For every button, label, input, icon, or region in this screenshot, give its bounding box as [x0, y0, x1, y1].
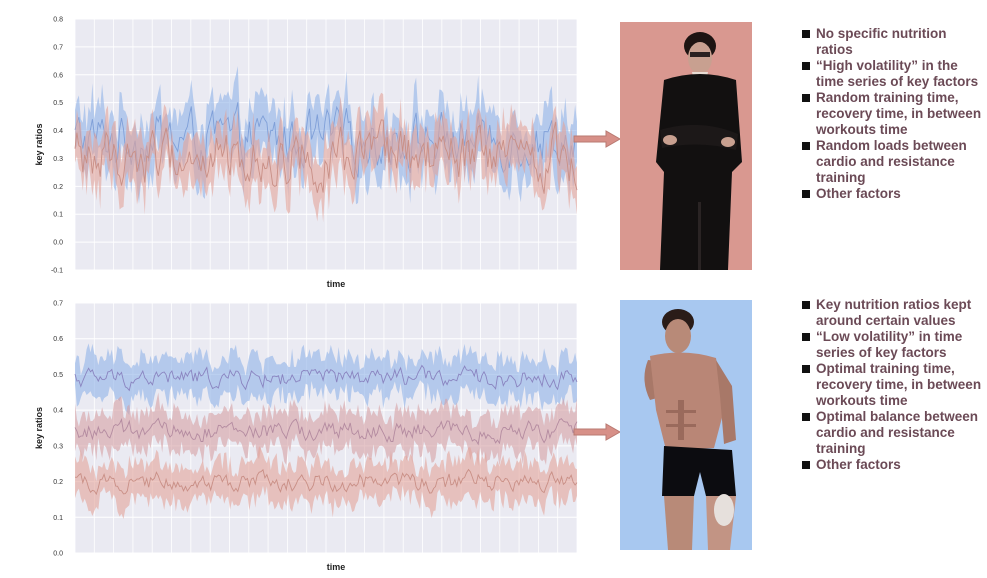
bullet-text: No specific nutrition ratios [816, 26, 947, 57]
y-tick-label: 0.6 [53, 72, 63, 79]
arrow-right-icon-top [573, 130, 622, 148]
shirtless-athlete-photo [620, 300, 752, 550]
bullet-item: “High volatility” in the time series of … [802, 58, 982, 90]
black-square-icon [802, 333, 810, 341]
y-tick-label: 0.4 [53, 408, 63, 415]
y-tick-label: 0.4 [53, 128, 63, 135]
black-square-icon [802, 190, 810, 198]
bullet-item: Optimal training time, recovery time, in… [802, 361, 982, 409]
black-square-icon [802, 365, 810, 373]
black-square-icon [802, 94, 810, 102]
y-tick-label: 0.1 [53, 515, 63, 522]
series-line [74, 119, 578, 194]
y-tick-label: 0.7 [53, 44, 63, 51]
x-axis-label: time [327, 279, 346, 289]
y-tick-label: 0.1 [53, 212, 63, 219]
y-tick-label: 0.0 [53, 551, 63, 558]
y-axis-label: key ratios [34, 123, 44, 165]
bullet-text: Random loads between cardio and resistan… [816, 138, 967, 185]
bullet-item: No specific nutrition ratios [802, 26, 982, 58]
y-tick-label: -0.1 [51, 268, 63, 275]
bottom-bullet-list: Key nutrition ratios kept around certain… [802, 297, 982, 473]
series-line [74, 468, 578, 496]
x-axis-label: time [327, 562, 346, 572]
bullet-text: “High volatility” in the time series of … [816, 58, 979, 89]
man-in-suit-illustration [620, 22, 752, 270]
bullet-text: Other factors [816, 457, 901, 472]
y-tick-label: 0.6 [53, 336, 63, 343]
series-line [74, 364, 578, 392]
chart-top: 0.8 0.7 0.6 0.5 0.4 0.3 0.2 0.1 0.0 -0.1 time key r… [30, 14, 580, 290]
series-band [75, 446, 577, 519]
bullet-text: Key nutrition ratios kept around certain… [816, 297, 972, 328]
bullet-item: Key nutrition ratios kept around certain… [802, 297, 982, 329]
bullet-item: Optimal balance between cardio and resis… [802, 409, 982, 457]
black-square-icon [802, 413, 810, 421]
chart-bottom-svg: 0.7 0.6 0.5 0.4 0.3 0.2 0.1 0.0 time key ratios [34, 301, 578, 572]
series-line [74, 102, 578, 178]
y-tick-label: 0.5 [53, 372, 63, 379]
series-band [75, 343, 577, 416]
series-band [75, 92, 577, 223]
bullet-item: “Low volatility” in time series of key f… [802, 329, 982, 361]
top-bullet-list: No specific nutrition ratios “High volat… [802, 26, 982, 202]
y-tick-label: 0.8 [53, 17, 63, 24]
black-square-icon [802, 62, 810, 70]
bullet-item: Other factors [802, 186, 982, 202]
black-square-icon [802, 461, 810, 469]
y-tick-label: 0.5 [53, 100, 63, 107]
black-square-icon [802, 30, 810, 38]
shirtless-athlete-illustration [620, 300, 752, 550]
series-line [74, 417, 578, 446]
series-band [75, 392, 577, 468]
y-tick-label: 0.7 [53, 301, 63, 308]
chart-bottom: 0.7 0.6 0.5 0.4 0.3 0.2 0.1 0.0 time key ratios [30, 298, 580, 573]
chart-top-svg: 0.8 0.7 0.6 0.5 0.4 0.3 0.2 0.1 0.0 -0.1 time key r… [34, 17, 578, 289]
y-tick-label: 0.2 [53, 184, 63, 191]
bullet-text: “Low volatility” in time series of key f… [816, 329, 963, 360]
bullet-item: Other factors [802, 457, 982, 473]
man-in-suit-photo [620, 22, 752, 270]
bullet-text: Optimal training time, recovery time, in… [816, 361, 982, 408]
bullet-text: Random training time, recovery time, in … [816, 90, 982, 137]
y-tick-label: 0.3 [53, 156, 63, 163]
arrow-right-icon-bottom [573, 423, 622, 441]
y-tick-label: 0.2 [53, 479, 63, 486]
y-tick-label: 0.3 [53, 443, 63, 450]
y-axis-label: key ratios [34, 407, 44, 449]
bullet-text: Other factors [816, 186, 901, 201]
y-tick-label: 0.0 [53, 240, 63, 247]
black-square-icon [802, 142, 810, 150]
bullet-item: Random loads between cardio and resistan… [802, 138, 982, 186]
black-square-icon [802, 301, 810, 309]
bullet-item: Random training time, recovery time, in … [802, 90, 982, 138]
bullet-text: Optimal balance between cardio and resis… [816, 409, 979, 456]
